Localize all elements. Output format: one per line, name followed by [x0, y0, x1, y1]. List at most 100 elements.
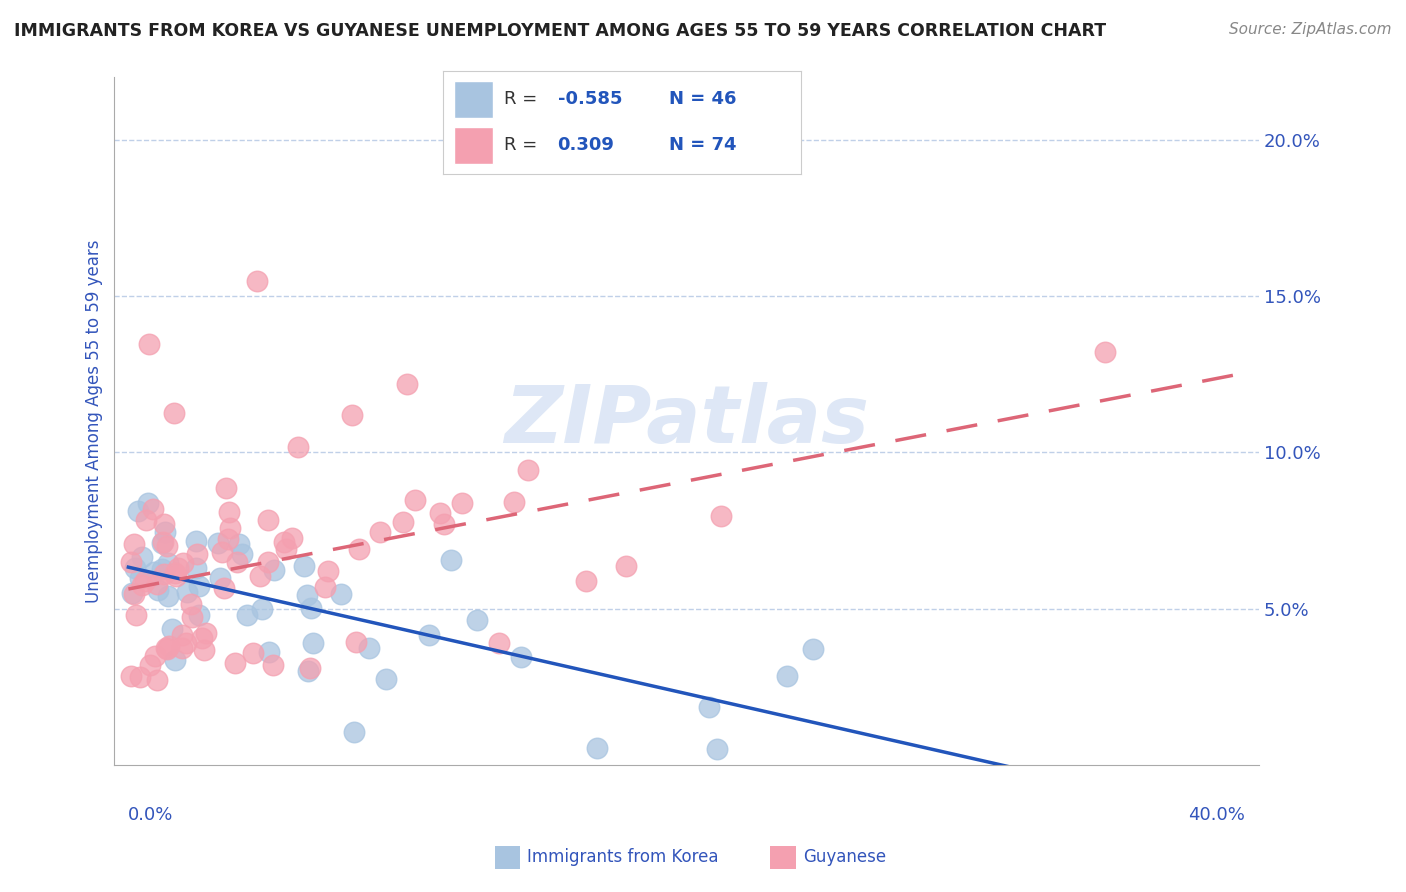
Point — [180, 598, 202, 612]
Text: 0.309: 0.309 — [558, 136, 614, 154]
Text: Guyanese: Guyanese — [803, 848, 886, 866]
Point — [156, 557, 179, 571]
Text: R =: R = — [503, 90, 543, 108]
Point — [344, 635, 367, 649]
Point — [374, 672, 396, 686]
Point — [224, 656, 246, 670]
Point — [297, 665, 319, 679]
Point — [236, 607, 259, 622]
Point — [281, 531, 304, 545]
Point — [122, 537, 145, 551]
Point — [257, 555, 280, 569]
Point — [150, 536, 173, 550]
Point — [146, 673, 169, 688]
Point — [263, 563, 285, 577]
Point — [262, 658, 284, 673]
Point — [392, 516, 415, 530]
Point — [614, 558, 637, 573]
Point — [287, 440, 309, 454]
Point — [276, 542, 298, 557]
Point — [124, 561, 146, 575]
Point — [153, 566, 176, 581]
Point — [342, 725, 364, 739]
Point — [174, 636, 197, 650]
Point — [188, 579, 211, 593]
Point — [193, 643, 215, 657]
Point — [160, 623, 183, 637]
Point — [488, 636, 510, 650]
Text: Immigrants from Korea: Immigrants from Korea — [527, 848, 718, 866]
Point — [706, 742, 728, 756]
Point — [368, 525, 391, 540]
Text: N = 46: N = 46 — [669, 90, 737, 108]
Point — [214, 581, 236, 595]
Point — [396, 376, 419, 391]
Point — [172, 640, 194, 655]
Point — [347, 541, 370, 556]
Point — [429, 506, 451, 520]
Point — [152, 534, 174, 549]
Point — [146, 577, 169, 591]
Point — [156, 589, 179, 603]
Point — [404, 493, 426, 508]
Point — [146, 583, 169, 598]
Point — [259, 644, 281, 658]
Point — [131, 578, 153, 592]
Point — [776, 669, 799, 683]
Point — [242, 646, 264, 660]
Point — [211, 545, 233, 559]
Point — [139, 658, 162, 673]
Point — [357, 641, 380, 656]
Text: R =: R = — [503, 136, 543, 154]
Point — [150, 562, 173, 576]
Point — [184, 533, 207, 548]
Text: N = 74: N = 74 — [669, 136, 737, 154]
Point — [219, 521, 242, 535]
Point — [249, 569, 271, 583]
Point — [433, 516, 456, 531]
Point — [586, 741, 609, 756]
Point — [155, 641, 177, 656]
Point — [207, 536, 229, 550]
Point — [318, 564, 340, 578]
Point — [170, 627, 193, 641]
Point — [195, 625, 218, 640]
Point — [128, 671, 150, 685]
Point — [156, 539, 179, 553]
Point — [450, 496, 472, 510]
Text: 40.0%: 40.0% — [1188, 805, 1244, 823]
Point — [502, 494, 524, 508]
Point — [157, 639, 180, 653]
Point — [129, 571, 152, 585]
Point — [231, 547, 253, 561]
Point — [699, 700, 721, 714]
Point — [340, 408, 363, 422]
Point — [299, 601, 322, 615]
Point — [167, 561, 190, 575]
Point — [302, 636, 325, 650]
Point — [142, 502, 165, 516]
Point — [186, 547, 208, 561]
Point — [165, 566, 187, 580]
Point — [153, 517, 176, 532]
Point — [295, 588, 318, 602]
Point — [710, 508, 733, 523]
Y-axis label: Unemployment Among Ages 55 to 59 years: Unemployment Among Ages 55 to 59 years — [86, 239, 103, 603]
Point — [257, 513, 280, 527]
Point — [134, 574, 156, 588]
Point — [191, 631, 214, 645]
Point — [329, 587, 352, 601]
Point — [418, 628, 440, 642]
Point — [801, 641, 824, 656]
Point — [467, 613, 489, 627]
Point — [314, 581, 336, 595]
Point — [163, 407, 186, 421]
Point — [510, 650, 533, 665]
Point — [299, 661, 322, 675]
Point — [218, 504, 240, 518]
Text: IMMIGRANTS FROM KOREA VS GUYANESE UNEMPLOYMENT AMONG AGES 55 TO 59 YEARS CORRELA: IMMIGRANTS FROM KOREA VS GUYANESE UNEMPL… — [14, 22, 1107, 40]
Point — [127, 504, 149, 518]
Point — [575, 574, 598, 589]
Point — [246, 274, 269, 288]
Point — [122, 587, 145, 601]
